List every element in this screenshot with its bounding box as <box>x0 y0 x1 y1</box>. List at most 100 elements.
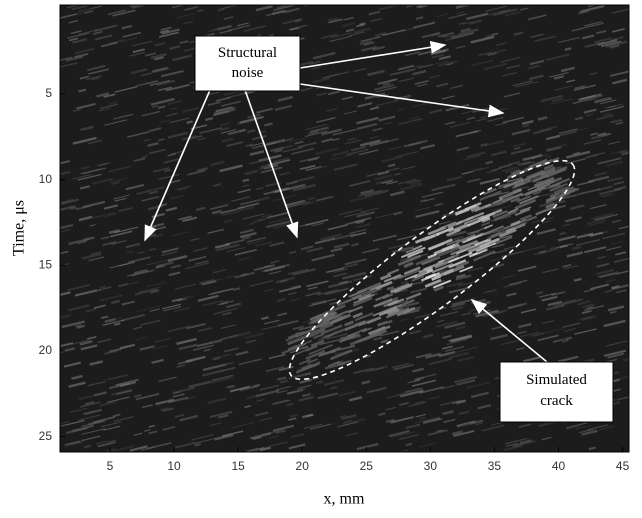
speckle <box>464 202 482 211</box>
speckle <box>277 319 299 327</box>
speckle <box>265 182 276 188</box>
speckle <box>349 31 365 37</box>
speckle <box>234 271 255 279</box>
speckle <box>370 367 385 372</box>
speckle <box>403 139 428 148</box>
speckle <box>131 5 140 9</box>
speckle <box>309 311 328 321</box>
speckle <box>386 306 410 319</box>
speckle <box>161 303 182 310</box>
speckle <box>214 242 231 249</box>
speckle <box>93 391 107 397</box>
speckle <box>430 260 445 268</box>
speckle <box>415 352 432 359</box>
speckle <box>479 177 500 185</box>
speckle <box>275 429 286 434</box>
speckle <box>92 30 103 35</box>
speckle <box>266 138 286 146</box>
speckle <box>438 32 455 38</box>
speckle <box>68 238 90 246</box>
speckle <box>421 31 440 39</box>
speckle <box>162 407 174 412</box>
speckle <box>63 361 81 368</box>
speckle <box>239 228 254 234</box>
speckle <box>385 167 400 172</box>
speckle <box>354 27 371 34</box>
speckle <box>415 413 426 418</box>
speckle <box>386 180 398 185</box>
speckle <box>235 350 249 356</box>
speckle <box>68 37 79 42</box>
speckle <box>360 207 380 214</box>
speckle <box>315 165 328 170</box>
speckle <box>272 194 297 202</box>
speckle <box>135 336 148 341</box>
speckle <box>100 236 110 240</box>
speckle <box>344 320 354 327</box>
speckle <box>516 195 532 203</box>
arrow <box>470 298 548 363</box>
speckle <box>211 339 223 344</box>
speckle <box>583 288 595 293</box>
speckle <box>288 417 297 421</box>
speckle <box>403 261 414 269</box>
speckle <box>245 143 254 148</box>
speckle <box>303 423 323 430</box>
speckle <box>279 171 291 176</box>
speckle <box>552 338 565 343</box>
speckle <box>119 381 137 387</box>
speckle <box>605 40 628 48</box>
speckle <box>436 82 449 88</box>
speckle <box>458 410 470 415</box>
speckle <box>301 393 311 398</box>
speckle <box>148 424 156 428</box>
speckle <box>342 96 353 100</box>
speckle <box>506 177 523 183</box>
speckle <box>431 262 454 274</box>
speckle <box>353 67 367 73</box>
speckle <box>575 239 601 246</box>
speckle <box>98 400 117 408</box>
speckle <box>297 384 312 390</box>
speckle <box>83 9 93 15</box>
speckle <box>405 442 413 447</box>
speckle <box>90 251 102 256</box>
speckle <box>284 199 306 207</box>
speckle <box>83 408 102 416</box>
speckle <box>456 11 465 15</box>
speckle <box>522 245 546 253</box>
speckle <box>203 348 211 352</box>
speckle <box>276 297 287 303</box>
speckle <box>142 404 153 408</box>
speckle <box>255 411 269 417</box>
speckle <box>300 245 314 251</box>
speckle <box>600 40 622 48</box>
speckle <box>288 443 306 450</box>
speckle <box>114 86 138 93</box>
speckle <box>450 244 460 250</box>
speckle <box>140 445 156 452</box>
speckle <box>350 231 367 238</box>
speckle <box>370 17 383 23</box>
speckle <box>156 79 176 86</box>
speckle <box>519 214 533 222</box>
speckle <box>528 158 548 169</box>
speckle <box>539 200 563 208</box>
speckle <box>152 345 168 350</box>
speckle <box>378 412 386 417</box>
speckle <box>527 14 547 21</box>
speckle <box>225 384 235 389</box>
speckle <box>500 56 521 63</box>
speckle <box>256 107 273 114</box>
speckle <box>207 397 227 405</box>
speckle <box>594 96 611 103</box>
speckle <box>385 418 396 423</box>
speckle <box>145 52 157 57</box>
speckle <box>94 24 118 32</box>
speckle <box>600 99 617 105</box>
speckle <box>77 173 102 181</box>
speckle <box>587 221 605 227</box>
speckle <box>88 68 109 75</box>
speckle <box>527 64 541 70</box>
speckle <box>197 137 206 141</box>
